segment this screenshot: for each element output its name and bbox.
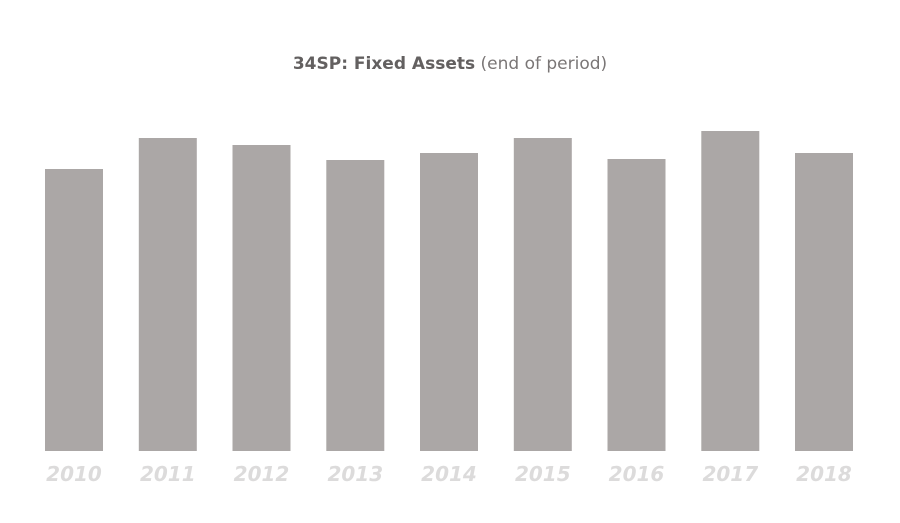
bar-2014: [420, 153, 478, 451]
x-tick-label-2015: 2015: [515, 462, 571, 486]
chart-title: 34SP: Fixed Assets (end of period): [0, 54, 900, 74]
bar-2011: [138, 138, 197, 451]
bar-series: [45, 131, 853, 451]
x-tick-label-2013: 2013: [327, 462, 383, 486]
x-tick-label-2012: 2012: [234, 462, 290, 486]
x-axis-tick-labels: 2010 2011 2012 2013 2014 2015 2016 2017 2018: [46, 462, 852, 486]
bar-2010: [45, 169, 103, 451]
chart-title-suffix: (end of period): [480, 54, 608, 74]
bar-2012: [232, 145, 291, 451]
x-tick-label-2017: 2017: [702, 462, 758, 486]
bar-2015: [513, 138, 572, 451]
x-tick-label-2014: 2014: [421, 462, 477, 486]
x-tick-label-2010: 2010: [46, 462, 102, 486]
x-tick-label-2011: 2011: [140, 462, 196, 486]
x-tick-label-2018: 2018: [796, 462, 852, 486]
bar-2013: [326, 160, 385, 451]
bar-2017: [701, 131, 760, 451]
bar-2016: [607, 159, 666, 451]
x-tick-label-2016: 2016: [609, 462, 665, 486]
bar-2018: [795, 153, 853, 451]
chart-title-main: 34SP: Fixed Assets: [292, 54, 476, 74]
